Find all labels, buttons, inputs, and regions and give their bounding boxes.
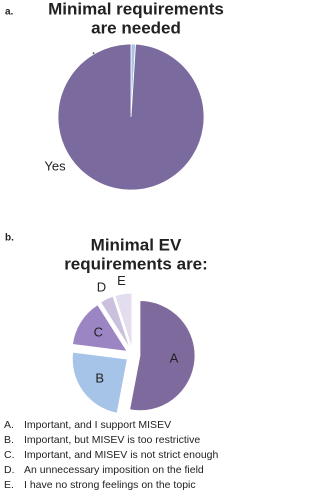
legend-text: I have no strong feelings on the topic xyxy=(24,479,196,491)
legend-text: Important, and I support MISEV xyxy=(24,419,171,431)
slice-label: E xyxy=(117,273,126,288)
legend-text: Important, but MISEV is too restrictive xyxy=(24,434,200,446)
chart-title: Minimal EV xyxy=(91,235,182,254)
chart-title: are needed xyxy=(91,18,181,37)
legend-key: D. xyxy=(4,464,15,476)
chart-title: Minimal requirements xyxy=(48,0,224,18)
pie-slice xyxy=(57,43,205,191)
slice-label: B xyxy=(95,371,104,386)
panel-label: a. xyxy=(5,7,14,18)
pie-slice xyxy=(129,300,196,412)
legend-key: C. xyxy=(4,449,15,461)
pie-slice xyxy=(114,292,133,349)
legend-key: B. xyxy=(4,434,14,446)
panel-label: b. xyxy=(5,233,14,244)
pie-slice xyxy=(71,351,128,414)
chart-title: requirements are: xyxy=(64,254,208,273)
slice-label: A xyxy=(170,350,179,365)
legend-text: Important, and MISEV is not strict enoug… xyxy=(24,449,219,461)
pie-slice xyxy=(99,295,131,349)
legend-key: E. xyxy=(4,479,14,491)
legend-text: An unnecessary imposition on the field xyxy=(24,464,204,476)
slice-label: D xyxy=(97,279,106,294)
slice-label: Yes xyxy=(44,158,66,173)
legend-key: A. xyxy=(4,419,14,431)
pie-slice xyxy=(72,304,128,352)
slice-label: C xyxy=(94,324,103,339)
